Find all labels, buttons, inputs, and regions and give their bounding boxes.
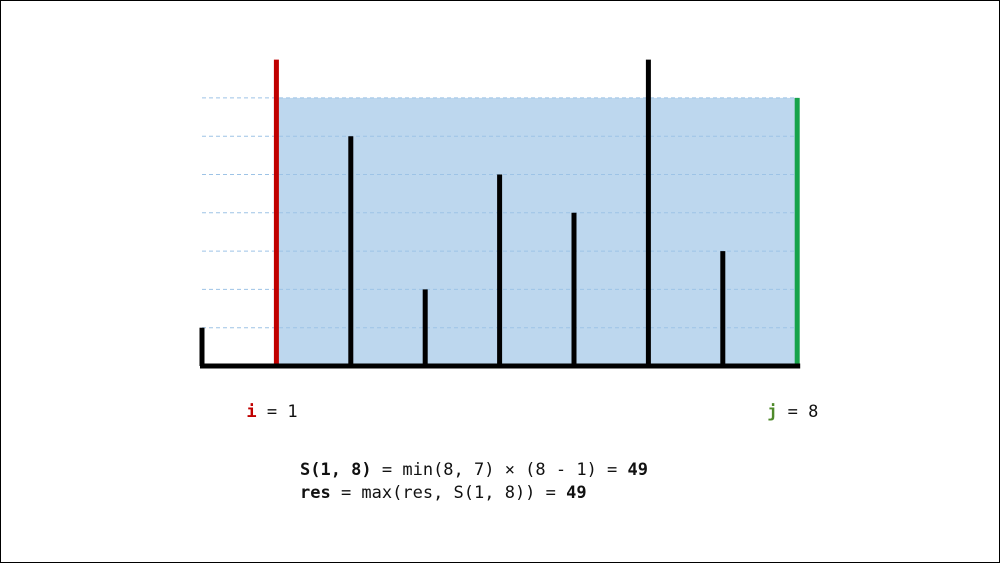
formula-segment: = max(res, S(1, 8)) = <box>331 483 566 503</box>
pointer-label: i = 1 <box>246 402 297 422</box>
formula-segment: 49 <box>566 483 586 503</box>
formula-segment: = min(8, 7) × (8 - 1) = <box>372 460 628 480</box>
formula-segment: res <box>300 483 331 503</box>
pointer-sep: = <box>777 402 808 422</box>
pointer-name: i <box>246 402 256 422</box>
water <box>276 97 798 367</box>
pointer-index: 1 <box>287 402 297 422</box>
pointer-name: j <box>767 402 777 422</box>
pointer-sep: = <box>257 402 288 422</box>
formula-segment: S(1, 8) <box>300 460 372 480</box>
pointer-index: 8 <box>808 402 818 422</box>
pointer-label: j = 8 <box>767 402 818 422</box>
formula-segment: 49 <box>628 460 648 480</box>
formula-line: S(1, 8) = min(8, 7) × (8 - 1) = 49 <box>300 460 648 480</box>
formula-line: res = max(res, S(1, 8)) = 49 <box>300 483 587 503</box>
